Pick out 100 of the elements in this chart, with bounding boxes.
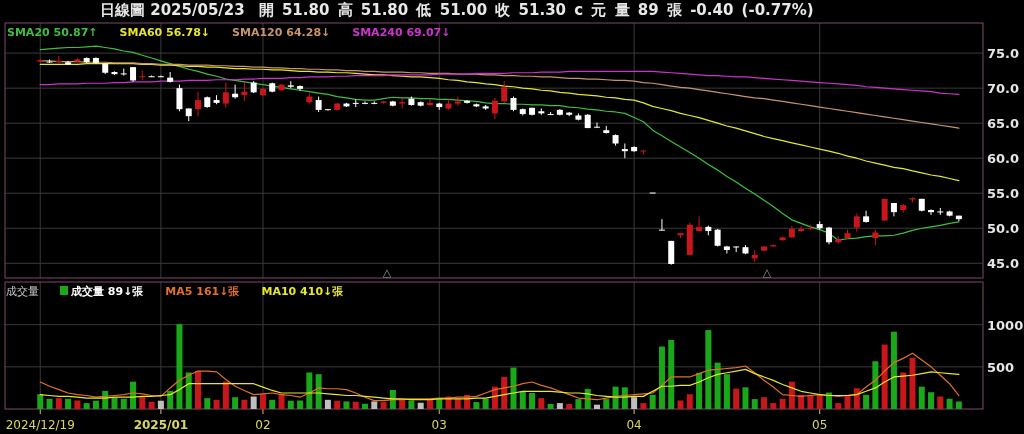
- bar: [334, 400, 341, 409]
- x-tick-label: 2024/12/19: [5, 418, 75, 432]
- bar: [510, 367, 517, 409]
- bar: [863, 394, 870, 409]
- bar: [890, 331, 897, 409]
- bar: [473, 402, 480, 409]
- line-series: [39, 45, 960, 241]
- y-tick-label: 70.0: [987, 81, 1020, 97]
- bar: [603, 399, 610, 409]
- bar: [83, 403, 90, 409]
- legend-label: 成交量 89↓張: [70, 285, 145, 298]
- bar: [918, 386, 925, 409]
- y-tick-label: 500: [987, 359, 1015, 375]
- bar: [696, 372, 703, 409]
- bar: [148, 401, 155, 409]
- bar: [399, 399, 406, 409]
- bar: [686, 394, 693, 409]
- bar: [269, 399, 276, 409]
- x-tick-label: 04: [626, 418, 642, 432]
- bar: [195, 370, 201, 409]
- bar: [658, 346, 665, 409]
- bar: [825, 392, 832, 409]
- bar: [352, 401, 359, 409]
- bar: [556, 403, 563, 409]
- bar: [324, 399, 331, 409]
- bar: [362, 403, 369, 409]
- bar: [909, 357, 916, 409]
- bar: [733, 388, 740, 409]
- y-tick-label: 75.0: [987, 46, 1020, 62]
- annotation: △: [762, 266, 772, 279]
- bar: [120, 398, 127, 409]
- bar: [185, 372, 192, 409]
- y-tick-label: 55.0: [987, 186, 1020, 202]
- bar: [566, 404, 573, 409]
- y-tick-label: 45.0: [987, 256, 1020, 272]
- text: SMA240 69.07↓: [352, 26, 451, 39]
- x-tick-label: 05: [812, 418, 828, 432]
- bar: [816, 394, 823, 409]
- bar: [92, 400, 99, 409]
- bar: [176, 324, 183, 409]
- y-tick-label: 1000: [987, 317, 1024, 333]
- bar: [278, 394, 285, 409]
- text: SMA60 56.78↓: [119, 26, 211, 39]
- bar: [250, 396, 257, 409]
- bar: [167, 390, 174, 409]
- y-tick-label: 50.0: [987, 221, 1020, 237]
- bar: [881, 344, 888, 409]
- bar: [714, 362, 721, 409]
- bar: [315, 374, 322, 409]
- line-series: [39, 352, 960, 402]
- bar: [835, 403, 842, 409]
- bar: [371, 401, 378, 409]
- bar: [139, 396, 146, 409]
- bar: [575, 399, 582, 409]
- y-tick-label: 65.0: [987, 116, 1020, 132]
- bar: [640, 403, 647, 409]
- chart-subtitle: 開 51.80 高 51.80 低 51.00 收 51.30 c 元 量 89 張 -0.40 (-0.77%): [258, 1, 814, 19]
- bar: [705, 330, 712, 409]
- text: MA5 161↓張: [165, 285, 241, 298]
- bar: [677, 400, 684, 409]
- bar: [65, 398, 72, 409]
- bar: [538, 398, 545, 409]
- text: SMA120 64.28↓: [232, 26, 331, 39]
- chart-title: 成交量: [6, 285, 39, 298]
- x-tick-label: 02: [255, 418, 271, 432]
- bar: [519, 391, 526, 409]
- y-tick-label: 60.0: [987, 151, 1020, 167]
- bar: [955, 401, 962, 409]
- bar: [594, 404, 600, 409]
- bar: [306, 372, 313, 409]
- bar: [779, 398, 786, 409]
- bar: [222, 381, 229, 409]
- bar: [807, 394, 814, 409]
- bar: [408, 400, 415, 409]
- bar: [649, 394, 656, 409]
- bar: [900, 372, 907, 409]
- bar: [928, 392, 935, 409]
- bar: [111, 397, 118, 409]
- series-label: SMA20 50.87↑: [7, 26, 98, 39]
- bar: [946, 398, 953, 409]
- bar: [343, 401, 350, 409]
- bar: [287, 400, 294, 409]
- bar: [259, 394, 266, 409]
- bar: [761, 397, 768, 409]
- bar: [55, 398, 62, 409]
- line-series: [39, 368, 960, 401]
- bar: [547, 404, 554, 409]
- x-tick-label: 2025/01: [133, 418, 189, 432]
- bar: [297, 400, 304, 409]
- bar: [742, 387, 749, 409]
- bar: [380, 402, 387, 409]
- bar: [232, 397, 239, 409]
- bar: [204, 398, 211, 409]
- chart-title: 日線圖 2025/05/23: [100, 1, 245, 19]
- text: MA10 410↓張: [261, 285, 345, 298]
- bar: [417, 402, 424, 409]
- bar: [872, 361, 879, 409]
- bar: [723, 374, 730, 409]
- bar: [74, 400, 81, 409]
- bar: [853, 388, 860, 409]
